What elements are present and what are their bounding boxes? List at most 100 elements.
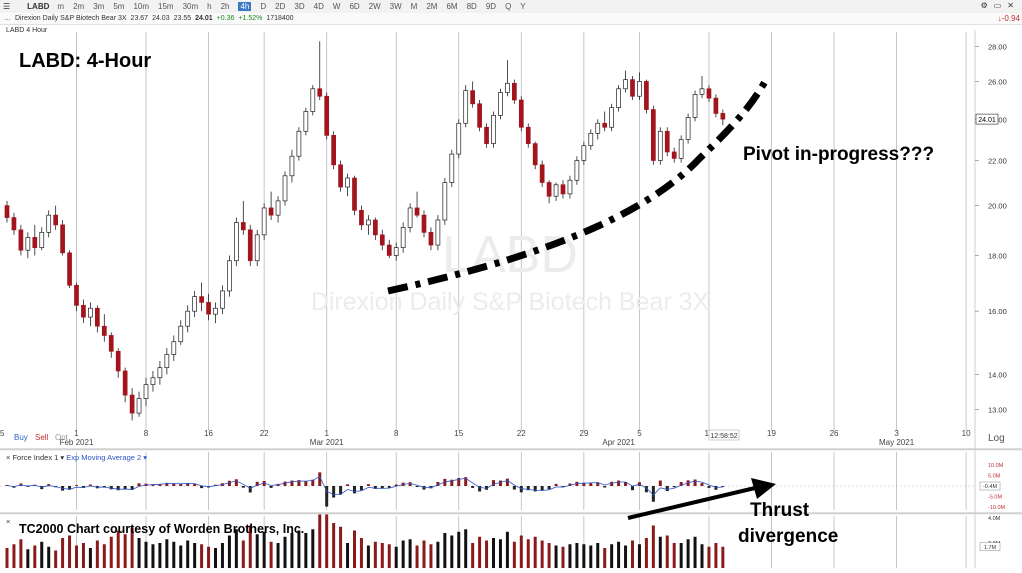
x-tick-label: 1 — [324, 429, 329, 438]
timeframe-2M[interactable]: 2M — [426, 2, 438, 11]
buy-button[interactable]: Buy — [14, 433, 28, 442]
y-tick-label: 16.00 — [988, 307, 1007, 316]
candle — [108, 332, 114, 358]
timeframe-W[interactable]: W — [332, 2, 341, 11]
candle — [657, 127, 663, 165]
candle — [32, 224, 38, 256]
force-tick-label: -10.0M — [988, 505, 1006, 511]
ellipsis-icon[interactable]: … — [4, 15, 11, 22]
quote-change: +0.36 — [216, 15, 235, 22]
annotation-title: LABD: 4-Hour — [19, 50, 151, 72]
ema-label[interactable]: Exp Moving Average 2 ▾ — [66, 453, 147, 462]
timeframe-bar: m 2m 3m 5m 10m 15m 30m h 2h 4h D 2D 3D 4D W 6D 2W 3W M 2M 6M… — [57, 2, 530, 11]
timeframe-Y[interactable]: Y — [520, 2, 526, 11]
x-tick-label: 29 — [579, 429, 588, 438]
candle — [345, 173, 350, 197]
candle — [470, 81, 475, 108]
timeframe-4h[interactable]: 4h — [238, 2, 252, 11]
timeframe-2D[interactable]: 2D — [275, 2, 286, 11]
x-tick-label: 16 — [204, 429, 213, 438]
candle — [164, 348, 170, 375]
timeframe-3D[interactable]: 3D — [294, 2, 305, 11]
candle — [129, 388, 135, 421]
volume-tick-label: 4.0M — [988, 516, 1001, 522]
timeframe-30m[interactable]: 30m — [182, 2, 199, 11]
candle — [101, 314, 107, 342]
candle — [421, 210, 427, 238]
timeframe-2W[interactable]: 2W — [368, 2, 381, 11]
candle — [94, 305, 100, 333]
quote-high: 24.03 — [152, 15, 170, 22]
timeframe-Q[interactable]: Q — [505, 2, 512, 11]
gear-icon[interactable]: ⚙ — [980, 1, 988, 10]
opt-button[interactable]: Opt — [55, 433, 69, 442]
candle — [11, 212, 17, 235]
force-index-label[interactable]: × Force Index 1 ▾ — [6, 453, 66, 462]
thrust-arrow — [627, 478, 776, 520]
candle — [234, 217, 239, 267]
symbol-field[interactable]: LABD — [27, 2, 50, 11]
timeframe-3m[interactable]: 3m — [93, 2, 105, 11]
candle — [644, 79, 649, 114]
candle — [553, 182, 559, 201]
candle — [74, 282, 79, 312]
candle — [352, 175, 357, 216]
force-current-badge: -0.4M — [983, 484, 997, 490]
timeframe-3W[interactable]: 3W — [389, 2, 402, 11]
candle — [386, 239, 392, 259]
candle — [720, 109, 726, 126]
timeframe-15m[interactable]: 15m — [158, 2, 174, 11]
bar-countdown: 12:58:52 — [710, 433, 737, 440]
y-tick-label: 20.00 — [988, 202, 1007, 211]
timeframe-2m[interactable]: 2m — [73, 2, 85, 11]
candle — [143, 377, 149, 406]
timeframe-8D[interactable]: 8D — [466, 2, 477, 11]
candle — [511, 79, 517, 104]
candle — [157, 361, 163, 385]
quote-change-pct: +1.52% — [238, 15, 263, 22]
timeframe-10m[interactable]: 10m — [133, 2, 149, 11]
candle — [254, 229, 260, 267]
x-tick-label: 25 — [0, 429, 5, 438]
timeframe-5m[interactable]: 5m — [113, 2, 125, 11]
candle — [150, 371, 156, 392]
candle — [588, 129, 594, 150]
x-tick-label: 10 — [962, 429, 971, 438]
candle — [567, 175, 573, 199]
timeframe-D[interactable]: D — [260, 2, 267, 11]
window-icon[interactable]: ▭ — [993, 1, 1002, 10]
timeframe-6M[interactable]: 6M — [446, 2, 458, 11]
menu-icon[interactable]: ☰ — [3, 2, 11, 11]
x-tick-label: 8 — [144, 429, 149, 438]
x-tick-label: 19 — [767, 429, 776, 438]
y-tick-label: 28.00 — [988, 42, 1007, 51]
candle — [60, 220, 65, 256]
timeframe-m[interactable]: m — [57, 2, 65, 11]
candle — [713, 94, 719, 118]
candle — [338, 160, 343, 192]
candle — [692, 90, 698, 122]
close-icon[interactable]: ✕ — [1007, 1, 1014, 10]
price-candles — [4, 41, 726, 421]
timeframe-4D[interactable]: 4D — [313, 2, 324, 11]
candle — [185, 305, 191, 333]
candle — [359, 205, 364, 230]
timeframe-9D[interactable]: 9D — [485, 2, 497, 11]
timeframe-2h[interactable]: 2h — [220, 2, 230, 11]
timeframe-h[interactable]: h — [207, 2, 212, 11]
candle — [414, 191, 420, 218]
annotation-pivot: Pivot in-progress??? — [743, 144, 934, 165]
candle — [18, 224, 24, 256]
timeframe-6D[interactable]: 6D — [349, 2, 360, 11]
candle — [303, 107, 309, 136]
candle — [282, 171, 288, 206]
force-tick-label: -5.0M — [988, 495, 1002, 501]
log-toggle[interactable]: Log — [988, 433, 1005, 444]
annotation-thrust: Thrust — [750, 500, 810, 521]
candle — [366, 215, 371, 235]
sell-button[interactable]: Sell — [35, 433, 49, 442]
candle — [393, 242, 399, 261]
timeframe-M[interactable]: M — [410, 2, 418, 11]
candle — [574, 156, 580, 185]
